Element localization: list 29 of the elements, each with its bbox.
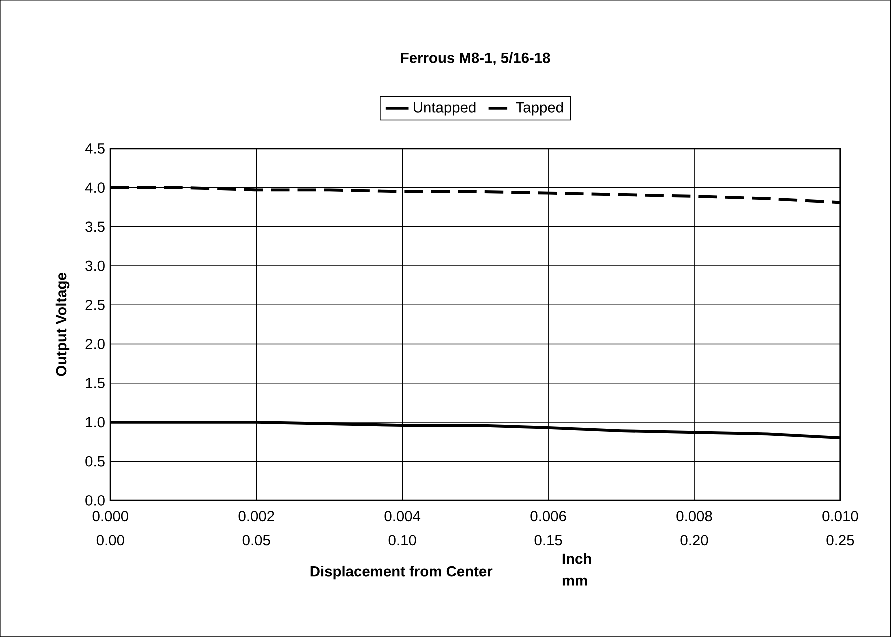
y-tick-label: 1.5 xyxy=(86,378,105,388)
legend-label: Tapped xyxy=(516,102,564,116)
y-tick-label: 3.5 xyxy=(86,222,105,232)
y-tick-label: 0.5 xyxy=(86,456,105,467)
x2-tick-label: 0.05 xyxy=(242,535,270,546)
chart-title: Ferrous M8-1, 5/16-18 xyxy=(401,52,550,66)
x2-tick-label: 0.20 xyxy=(680,535,708,546)
y-tick-label: 4.0 xyxy=(85,182,105,193)
text: mm xyxy=(562,578,588,586)
x2-tick-label: 0.00 xyxy=(96,535,124,546)
y-tick-label: 4.5 xyxy=(85,143,105,154)
x2-tick-label: 0.25 xyxy=(826,535,854,546)
x-tick-label: 0.002 xyxy=(238,510,274,522)
x2-tick-label: 0.10 xyxy=(388,535,416,546)
y-tick-label: 3.0 xyxy=(86,260,105,272)
y-tick-label: 0.0 xyxy=(86,495,105,506)
y-tick-label: 2.5 xyxy=(86,300,105,310)
x-tick-label: 0.008 xyxy=(676,510,712,522)
y-axis-title: Output Voltage xyxy=(56,272,70,376)
x-tick-label: 0.010 xyxy=(822,510,858,522)
legend-label: Untapped xyxy=(414,102,476,116)
x-tick-label: 0.000 xyxy=(92,510,128,522)
x-tick-label: 0.006 xyxy=(530,510,566,522)
y-tick-label: 2.0 xyxy=(86,338,105,350)
y-tick-label: 1.0 xyxy=(86,417,105,428)
text: Inch xyxy=(562,553,592,564)
x2-tick-label: 0.15 xyxy=(534,535,562,546)
x-axis-title: Displacement from Center xyxy=(310,566,493,580)
x-tick-label: 0.004 xyxy=(384,510,421,522)
